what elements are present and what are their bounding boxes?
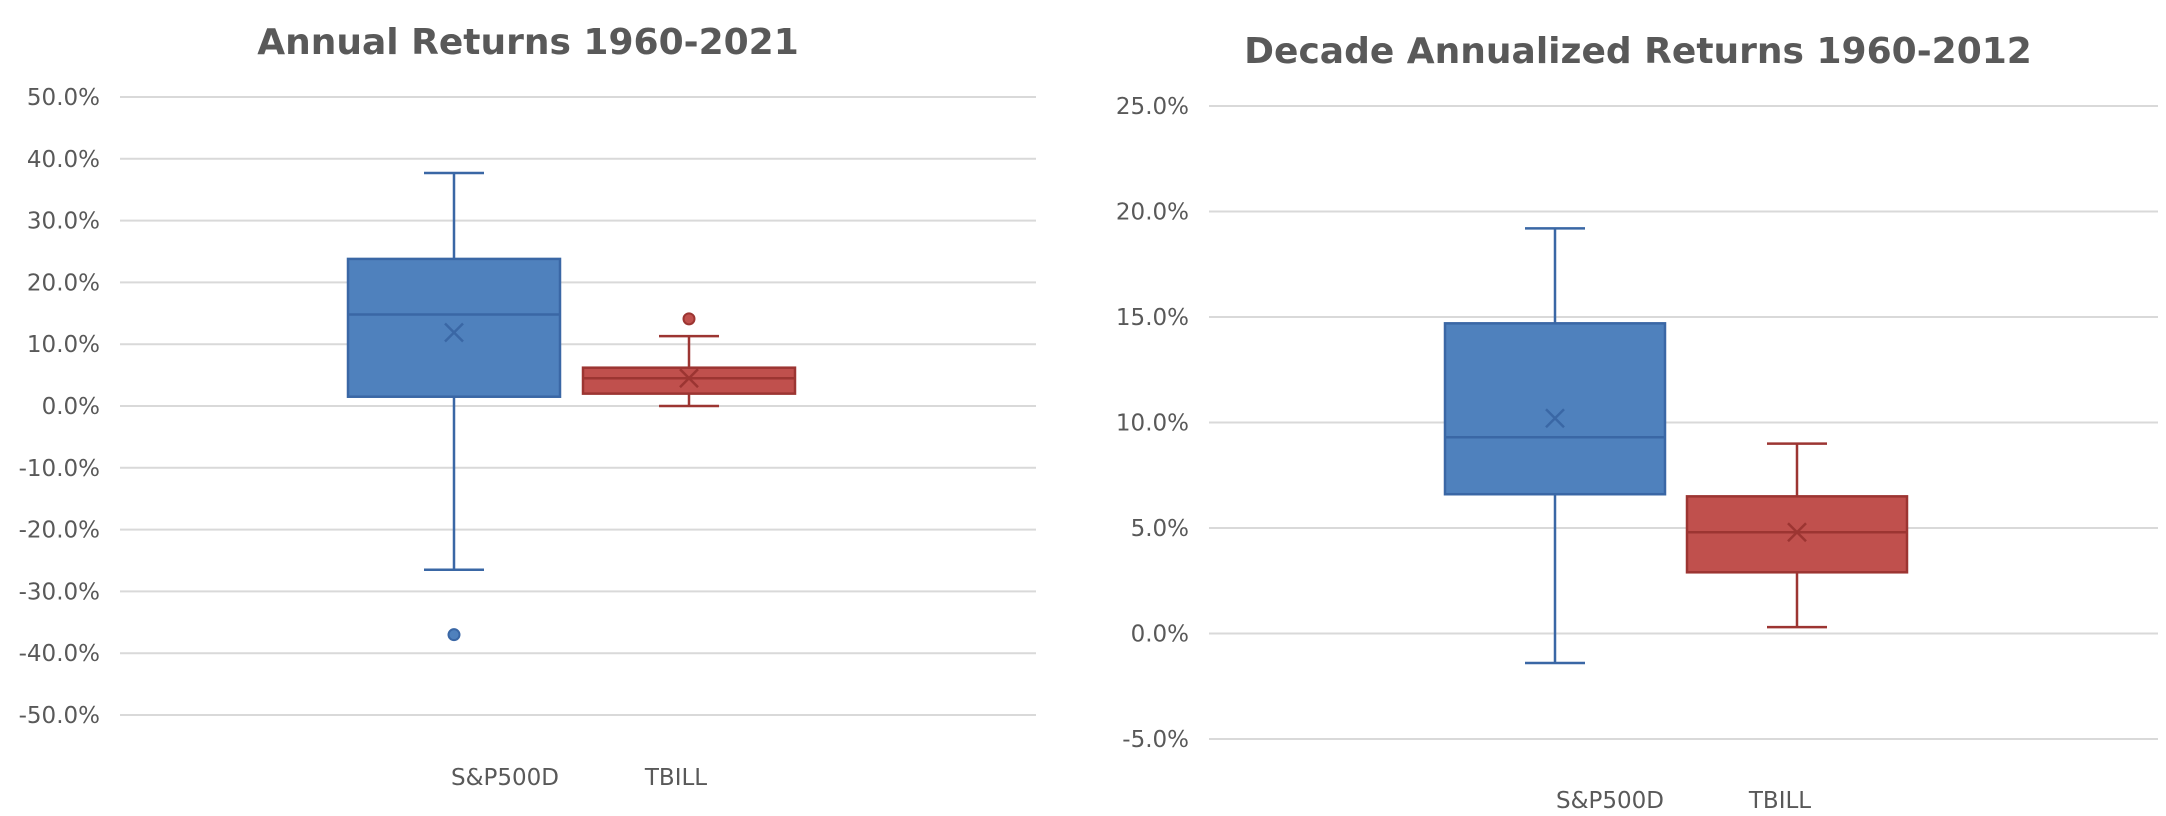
y-tick-label: 10.0% (27, 332, 100, 358)
chart-title: Decade Annualized Returns 1960-2012 (1244, 31, 2032, 72)
y-tick-label: 25.0% (1116, 94, 1189, 120)
y-tick-label: 30.0% (27, 209, 100, 235)
y-tick-label: -20.0% (19, 518, 100, 544)
mean-marker (679, 368, 699, 389)
y-tick-label: 0.0% (1131, 622, 1189, 648)
iqr-box (1443, 322, 1667, 496)
category-label: TBILL (1748, 788, 1811, 814)
chart-1: Annual Returns 1960-2021 50.0% 40.0% 30.0% 2… (19, 22, 1036, 791)
y-tick-label: -5.0% (1122, 727, 1189, 753)
mean-marker (444, 322, 464, 343)
box-tbill (1685, 442, 1909, 629)
outlier-point (682, 312, 696, 326)
y-tick-label: 10.0% (1116, 411, 1189, 437)
y-tick-label: 20.0% (27, 270, 100, 296)
mean-marker (1787, 522, 1807, 543)
y-tick-label: 5.0% (1131, 516, 1189, 542)
box-tbill (581, 312, 797, 408)
category-label: S&P500D (451, 765, 559, 791)
chart-title: Annual Returns 1960-2021 (257, 22, 799, 63)
y-tick-label: 15.0% (1116, 305, 1189, 331)
iqr-box (1685, 495, 1909, 574)
category-label: S&P500D (1556, 788, 1664, 814)
y-tick-label: -50.0% (19, 703, 100, 729)
outlier-point (447, 628, 461, 642)
y-tick-label: 40.0% (27, 147, 100, 173)
y-tick-label: -40.0% (19, 641, 100, 667)
y-tick-label: 0.0% (42, 394, 100, 420)
mean-marker (1545, 408, 1565, 429)
y-tick-label: 20.0% (1116, 200, 1189, 226)
iqr-box (346, 257, 562, 398)
box-s-p500d (346, 171, 562, 642)
y-tick-label: -30.0% (19, 579, 100, 605)
category-label: TBILL (644, 765, 707, 791)
y-tick-label: 50.0% (27, 85, 100, 111)
y-tick-label: -10.0% (19, 456, 100, 482)
chart-2: Decade Annualized Returns 1960-2012 25.0%… (1116, 31, 2158, 814)
box-s-p500d (1443, 227, 1667, 665)
iqr-box (581, 366, 797, 395)
